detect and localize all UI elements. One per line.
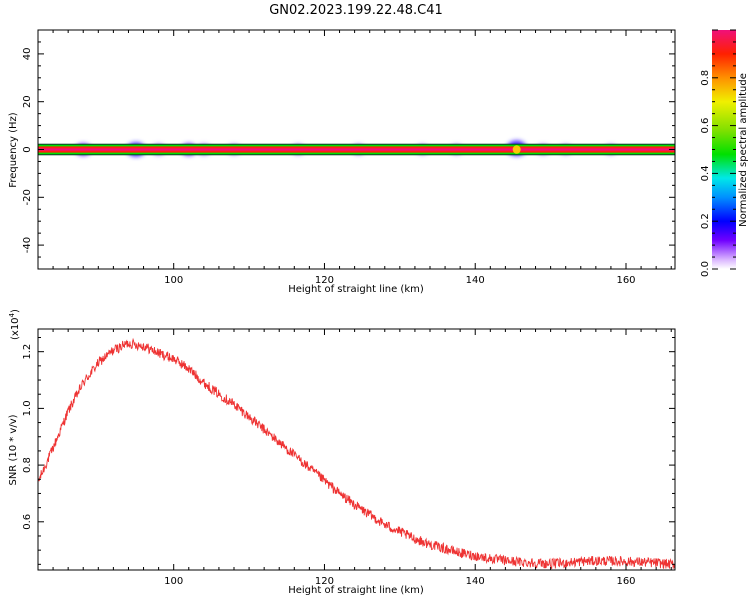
x-tick-label: 100: [164, 576, 183, 587]
snr-y-exponent: (x104): [8, 309, 21, 340]
x-tick-label: 160: [616, 275, 635, 286]
y-tick-label: 0: [22, 146, 33, 152]
band-highlight: [512, 145, 521, 154]
x-tick-label: 100: [164, 275, 183, 286]
y-tick-label: 20: [22, 95, 33, 108]
colorbar-ticks: 0.0 0.2 0.4 0.6 0.8: [700, 29, 736, 277]
y-tick-label: 1.2: [22, 344, 33, 360]
x-tick-label: 120: [315, 576, 334, 587]
colorbar-gradient: [712, 30, 736, 269]
colorbar-tick-label: 0.0: [700, 261, 711, 277]
snr-frame: [37, 328, 676, 571]
band-peak: [38, 148, 675, 151]
spectrogram-panel: 100 120 140 160 -40 -20 0 20 40 Height of straig…: [8, 29, 676, 295]
figure-title: GN02.2023.199.22.48.C41: [269, 3, 443, 18]
y-tick-label: 1.0: [22, 400, 33, 416]
colorbar-label: Normalized spectral amplitude: [738, 73, 749, 227]
snr-y-label: SNR (10 * v/v): [8, 414, 19, 485]
y-tick-label: -20: [22, 189, 33, 205]
snr-panel: 100 120 140 160 0.6 0.8 1.0 1.2 Height of strai…: [8, 309, 676, 596]
snr-plot-area: [38, 329, 675, 570]
x-tick-label: 140: [466, 275, 485, 286]
spectrogram-frame: [37, 29, 676, 270]
spectrogram-x-label: Height of straight line (km): [288, 284, 424, 295]
x-tick-label: 160: [616, 576, 635, 587]
spectrogram-y-label: Frequency (Hz): [8, 112, 19, 188]
y-tick-label: -40: [22, 237, 33, 253]
snr-series-line: [38, 337, 675, 570]
y-tick-label: 0.8: [22, 457, 33, 473]
colorbar-tick-label: 0.6: [700, 118, 711, 134]
colorbar-tick-label: 0.8: [700, 70, 711, 86]
x-tick-label: 140: [466, 576, 485, 587]
x-tick-label: 120: [315, 275, 334, 286]
y-tick-label: 40: [22, 48, 33, 61]
y-tick-label: 0.6: [22, 514, 33, 530]
snr-x-label: Height of straight line (km): [288, 585, 424, 596]
spectrogram-band: [38, 143, 675, 156]
snr-line-group: [38, 337, 675, 570]
colorbar-tick-label: 0.2: [700, 213, 711, 229]
colorbar-tick-label: 0.4: [700, 165, 711, 181]
colorbar: 0.0 0.2 0.4 0.6 0.8 Normalized spectral ampl…: [700, 29, 749, 277]
